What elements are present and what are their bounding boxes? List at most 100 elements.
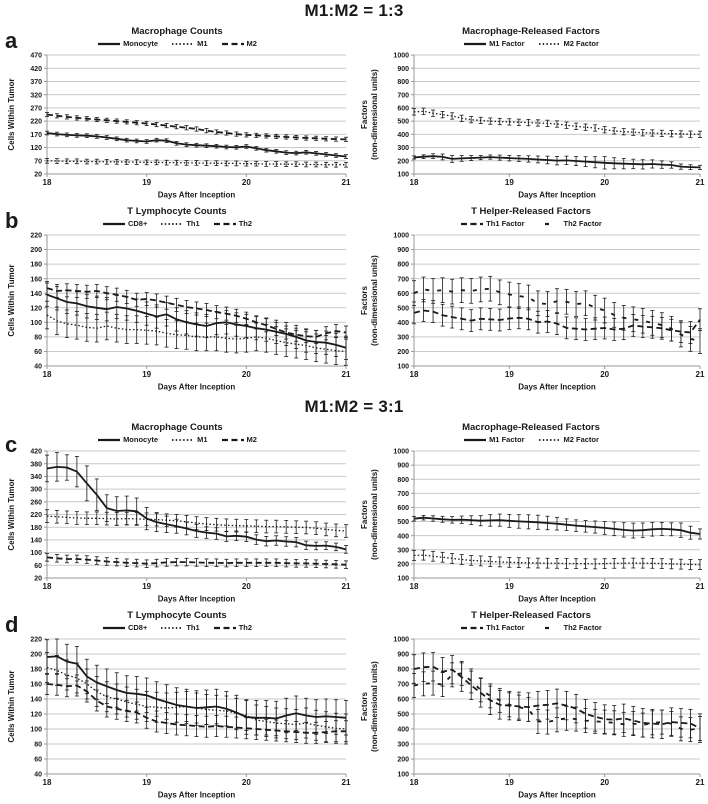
svg-text:Cells Within Tumor: Cells Within Tumor: [7, 670, 16, 742]
legend-item-m2-factor: M2 Factor: [538, 39, 599, 48]
svg-text:21: 21: [342, 370, 351, 379]
svg-text:20: 20: [600, 178, 609, 187]
chart-macrophage-counts-c: Macrophage Counts Monocyte M1 M2 20 60 100 14…: [0, 420, 354, 608]
svg-text:340: 340: [30, 474, 42, 481]
chart-legend: Th1 Factor Th2 Factor: [460, 217, 602, 230]
dotted-line-marker-icon: [161, 626, 184, 629]
longdash-line-marker-icon: [544, 222, 555, 225]
series-monocyte: [45, 452, 348, 554]
chart-plot: 40 60 80 100 120 140 160 180 200 220 18 19 20 21 Days …: [7, 637, 351, 800]
legend-item-th1: Th1: [160, 623, 200, 632]
svg-text:19: 19: [505, 370, 514, 379]
legend-item-th2: Th2: [213, 623, 252, 632]
svg-text:18: 18: [410, 370, 419, 379]
svg-text:18: 18: [410, 178, 419, 187]
legend-item-th2: Th2: [213, 219, 252, 228]
svg-text:900: 900: [397, 66, 409, 73]
svg-text:20: 20: [34, 576, 42, 583]
legend-label: Th1 Factor: [486, 623, 525, 632]
svg-text:800: 800: [397, 477, 409, 484]
svg-text:800: 800: [397, 79, 409, 86]
svg-text:40: 40: [34, 772, 42, 779]
svg-text:470: 470: [30, 53, 42, 60]
svg-text:400: 400: [397, 132, 409, 139]
chart-legend: CD8+ Th1 Th2: [102, 621, 252, 634]
svg-text:1000: 1000: [393, 449, 409, 456]
chart-title: T Helper-Released Factors: [471, 610, 591, 621]
legend-item-th1-factor: Th1 Factor: [460, 623, 525, 632]
legend-item-th2-factor: Th2 Factor: [538, 623, 602, 632]
chart-plot: 100 200 300 400 500 600 700 800 900 1000 18 19 20 21 D…: [360, 233, 705, 392]
chart-legend: Th1 Factor Th2 Factor: [460, 621, 602, 634]
dotted-line-marker-icon: [172, 438, 195, 441]
panel-a: a Macrophage Counts Monocyte M1 M2 20 70 120…: [0, 24, 708, 204]
svg-text:21: 21: [342, 778, 351, 787]
legend-item-m1-factor: M1 Factor: [463, 39, 525, 48]
svg-text:100: 100: [397, 172, 409, 179]
svg-text:1000: 1000: [393, 233, 409, 240]
panel-b: b T Lymphocyte Counts CD8+ Th1 Th2 40 60 80 1…: [0, 204, 708, 396]
svg-text:300: 300: [397, 742, 409, 749]
svg-text:18: 18: [43, 370, 52, 379]
dashed-line-marker-icon: [213, 222, 236, 225]
series-th2: [45, 673, 348, 744]
chart-plot: 100 200 300 400 500 600 700 800 900 1000 18 19 20 21 D…: [360, 449, 705, 604]
legend-label: M2 Factor: [563, 39, 599, 48]
series-th2-factor: [412, 660, 702, 742]
svg-text:900: 900: [397, 652, 409, 659]
svg-text:200: 200: [397, 349, 409, 356]
svg-text:900: 900: [397, 247, 409, 254]
chart-title: T Lymphocyte Counts: [127, 610, 227, 621]
svg-text:220: 220: [30, 637, 42, 644]
svg-text:260: 260: [30, 499, 42, 506]
svg-text:(non-dimensional units): (non-dimensional units): [370, 469, 379, 560]
svg-text:21: 21: [696, 778, 705, 787]
svg-text:120: 120: [30, 712, 42, 719]
svg-text:18: 18: [410, 582, 419, 591]
svg-text:19: 19: [142, 370, 151, 379]
dotted-line-marker-icon: [172, 42, 195, 45]
svg-text:120: 120: [30, 145, 42, 152]
legend-label: M2: [246, 435, 257, 444]
chart-title: Macrophage-Released Factors: [462, 26, 600, 37]
svg-text:Cells Within Tumor: Cells Within Tumor: [7, 478, 16, 550]
svg-text:21: 21: [342, 582, 351, 591]
legend-label: CD8+: [127, 219, 148, 228]
chart-macrophage-factors-c: Macrophage-Released Factors M1 Factor M2 …: [354, 420, 708, 608]
series-th1: [45, 300, 348, 366]
svg-text:Days After Inception: Days After Inception: [158, 791, 236, 800]
chart-plot: 100 200 300 400 500 600 700 800 900 1000 18 19 20 21 D…: [360, 637, 705, 800]
svg-text:200: 200: [397, 757, 409, 764]
svg-text:700: 700: [397, 491, 409, 498]
svg-text:60: 60: [34, 563, 42, 570]
chart-thelper-factors-d: T Helper-Released Factors Th1 Factor Th2 …: [354, 608, 708, 804]
series-monocyte: [45, 130, 348, 159]
chart-title: T Lymphocyte Counts: [127, 206, 227, 217]
panel-c: c Macrophage Counts Monocyte M1 M2 20 60 100…: [0, 420, 708, 608]
svg-text:21: 21: [696, 582, 705, 591]
svg-text:600: 600: [397, 505, 409, 512]
chart-legend: Monocyte M1 M2: [97, 37, 257, 50]
legend-item-cd8-: CD8+: [102, 623, 147, 632]
svg-text:19: 19: [505, 778, 514, 787]
solid-line-marker-icon: [102, 626, 125, 629]
svg-text:800: 800: [397, 262, 409, 269]
chart-plot: 20 70 120 170 220 270 320 370 420 470 18 19 20 21 Days…: [7, 53, 351, 200]
chart-tlymphocyte-counts-d: T Lymphocyte Counts CD8+ Th1 Th2 40 60 80 100…: [0, 608, 354, 804]
svg-text:600: 600: [397, 105, 409, 112]
dashed-line-marker-icon: [461, 222, 484, 225]
chart-legend: M1 Factor M2 Factor: [463, 37, 599, 50]
legend-label: M1 Factor: [489, 435, 525, 444]
chart-legend: M1 Factor M2 Factor: [463, 433, 599, 446]
svg-text:80: 80: [34, 742, 42, 749]
legend-label: Th2 Factor: [563, 219, 602, 228]
svg-text:380: 380: [30, 461, 42, 468]
svg-text:900: 900: [397, 463, 409, 470]
solid-line-marker-icon: [98, 42, 121, 45]
chart-title: T Helper-Released Factors: [471, 206, 591, 217]
svg-text:(non-dimensional units): (non-dimensional units): [370, 69, 379, 160]
chart-macrophage-counts-a: Macrophage Counts Monocyte M1 M2 20 70 120 17…: [0, 24, 354, 204]
chart-tlymphocyte-counts-b: T Lymphocyte Counts CD8+ Th1 Th2 40 60 80 100…: [0, 204, 354, 396]
series-m1: [45, 509, 348, 538]
svg-text:160: 160: [30, 682, 42, 689]
